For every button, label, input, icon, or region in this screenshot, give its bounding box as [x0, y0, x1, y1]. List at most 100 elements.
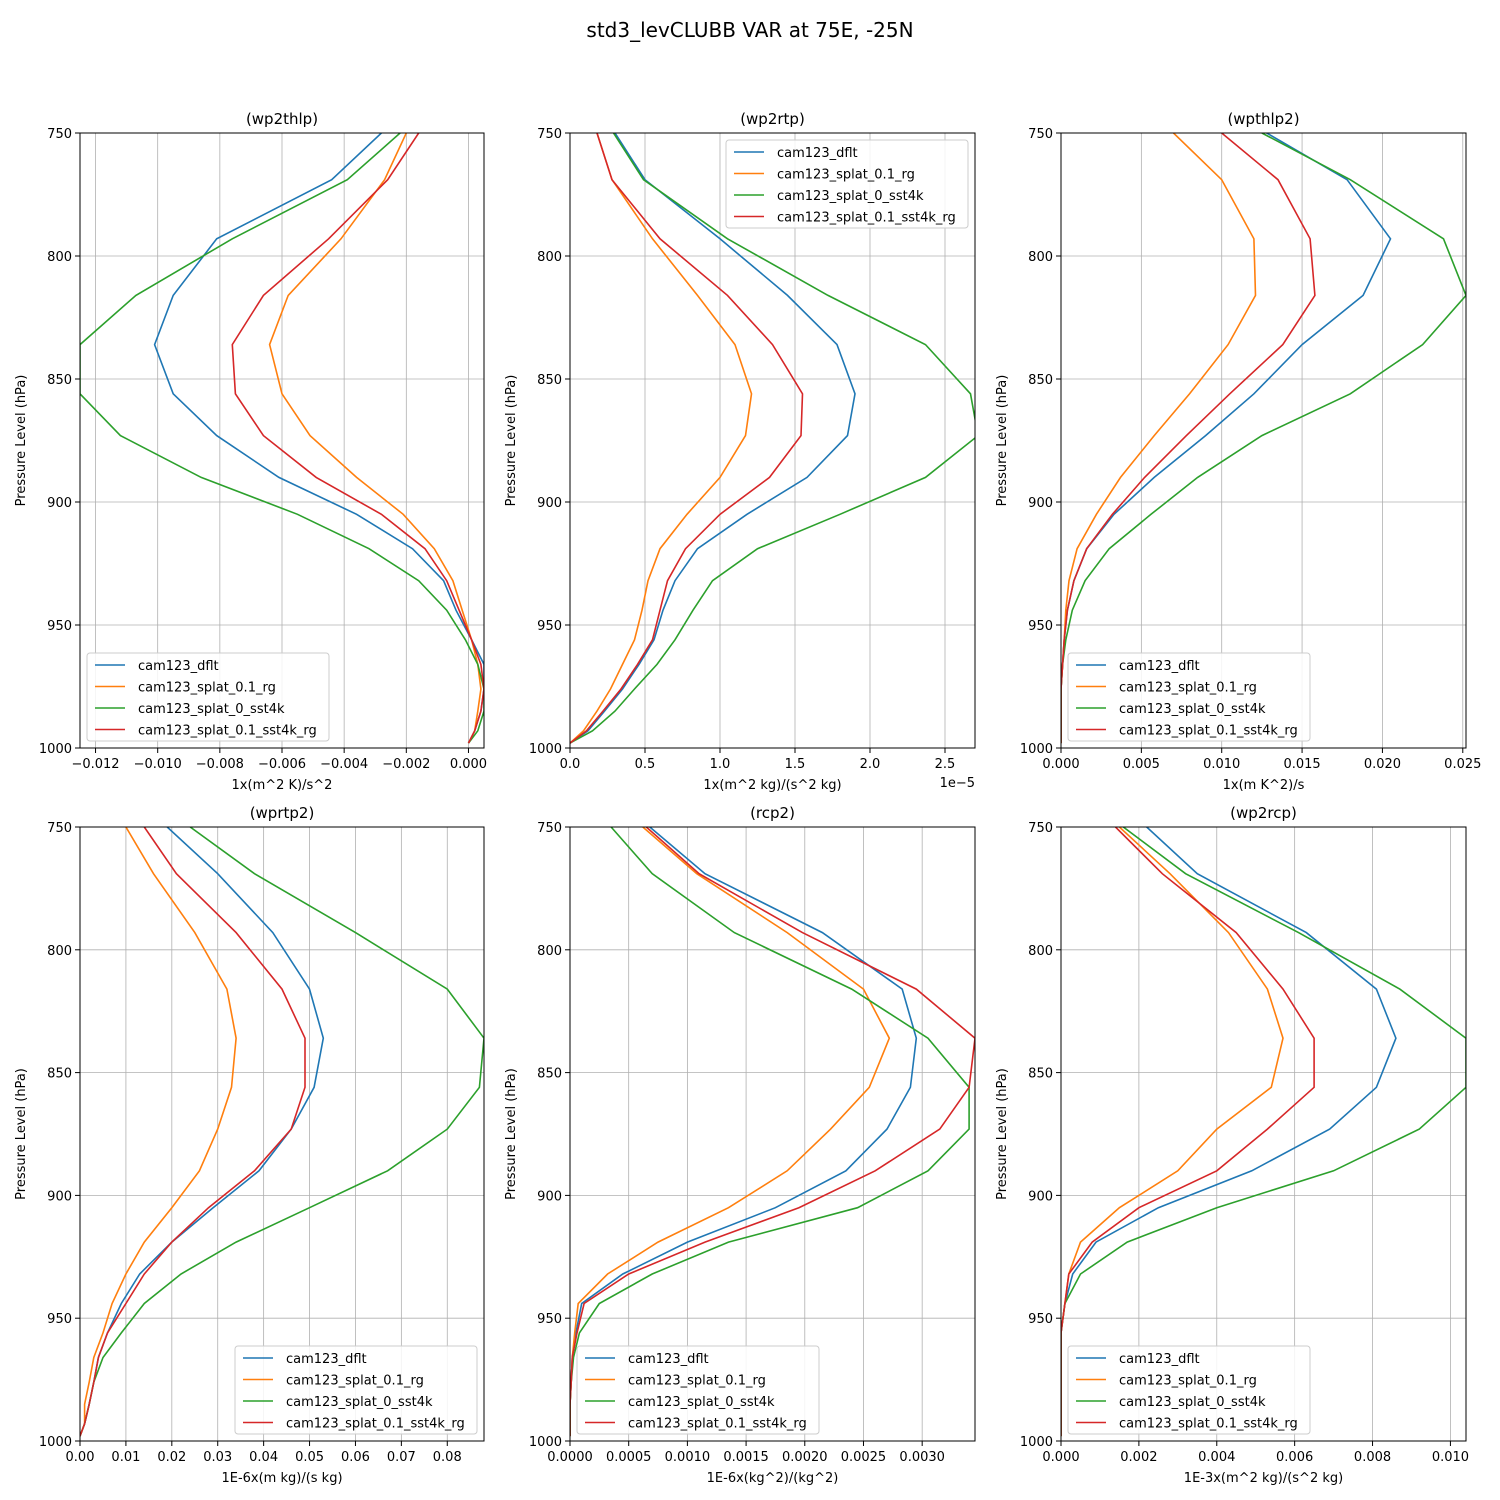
y-tick-label: 800	[1028, 944, 1053, 959]
legend-entry: cam123_dflt	[1119, 659, 1200, 674]
legend-box	[1067, 652, 1311, 742]
axes-frame	[569, 826, 976, 1442]
x-tick-label: 0.0	[560, 757, 581, 772]
y-tick-label: 950	[47, 619, 72, 634]
x-tick-label: −0.012	[71, 757, 119, 772]
legend-entry: cam123_splat_0_sst4k	[628, 1395, 775, 1410]
y-axis-label: Pressure Level (hPa)	[14, 1068, 29, 1200]
y-tick-label: 950	[537, 1312, 562, 1327]
x-tick-label: 1.0	[710, 757, 731, 772]
x-tick-label: 0.07	[387, 1450, 416, 1465]
x-tick-label: 0.015	[1283, 757, 1320, 772]
subplot-3: 0.000 0.005 0.010 0.015 0.020 0.025 750 800 850 9…	[995, 110, 1481, 793]
subplot-title: (wp2rcp)	[1230, 804, 1297, 822]
legend: cam123_dflt cam123_splat_0.1_rg cam123_spl…	[1067, 1345, 1311, 1435]
y-tick-label: 1000	[1020, 1435, 1053, 1450]
legend-entry: cam123_dflt	[628, 1352, 709, 1367]
series-line-3	[1061, 827, 1466, 1437]
x-axis-label: 1E-6x(m kg)/(s kg)	[221, 1471, 342, 1486]
legend-entry: cam123_splat_0.1_rg	[1119, 1374, 1257, 1389]
legend-entry: cam123_splat_0_sst4k	[1119, 702, 1266, 717]
legend-entry: cam123_splat_0.1_sst4k_rg	[1119, 1417, 1298, 1432]
x-tick-label: 0.008	[1354, 1450, 1391, 1465]
axes-frame	[79, 826, 485, 1442]
y-tick-label: 950	[1028, 619, 1053, 634]
y-tick-label: 850	[537, 373, 562, 388]
legend-entry: cam123_splat_0.1_sst4k_rg	[138, 724, 317, 739]
series-line-3	[1061, 133, 1466, 744]
legend-entry: cam123_splat_0.1_rg	[777, 168, 915, 183]
legend-entry: cam123_splat_0_sst4k	[138, 702, 285, 717]
y-tick-label: 750	[47, 127, 72, 142]
series-line-2	[268, 133, 482, 744]
y-tick-label: 900	[47, 496, 72, 511]
x-tick-label: 0.006	[1276, 1450, 1313, 1465]
y-tick-label: 750	[1028, 127, 1053, 142]
legend-entry: cam123_splat_0_sst4k	[777, 189, 924, 204]
y-tick-label: 800	[537, 944, 562, 959]
x-tick-label: 2.0	[860, 757, 881, 772]
legend-entry: cam123_splat_0.1_rg	[628, 1374, 766, 1389]
legend-entry: cam123_dflt	[1119, 1352, 1200, 1367]
x-tick-label: 0.0015	[723, 1450, 769, 1465]
legend-box	[86, 652, 330, 742]
y-tick-label: 900	[47, 1189, 72, 1204]
series-line-2	[1061, 133, 1257, 744]
y-tick-label: 850	[47, 373, 72, 388]
y-tick-label: 1000	[529, 1435, 562, 1450]
series-line-1	[1061, 827, 1397, 1437]
y-tick-label: 750	[537, 127, 562, 142]
subplot-6: 0.000 0.002 0.004 0.006 0.008 0.010 750 800 850 9…	[995, 804, 1469, 1486]
y-tick-label: 750	[537, 821, 562, 836]
x-tick-label: 0.05	[295, 1450, 324, 1465]
legend-entry: cam123_splat_0.1_sst4k_rg	[628, 1417, 807, 1432]
x-tick-label: 0.06	[341, 1450, 370, 1465]
x-tick-label: −0.006	[258, 757, 306, 772]
series-line-2	[80, 827, 237, 1437]
subplot-title: (wprtp2)	[250, 804, 315, 822]
legend-entry: cam123_splat_0.1_rg	[1119, 681, 1257, 696]
y-tick-label: 750	[47, 821, 72, 836]
x-tick-label: 0.000	[1042, 757, 1079, 772]
series-line-3	[80, 133, 484, 744]
x-tick-label: 0.00	[66, 1450, 95, 1465]
legend-entry: cam123_splat_0.1_sst4k_rg	[1119, 724, 1298, 739]
y-axis-label: Pressure Level (hPa)	[14, 375, 29, 507]
x-tick-label: 0.000	[450, 757, 487, 772]
y-axis-label: Pressure Level (hPa)	[995, 1068, 1010, 1200]
x-tick-label: −0.002	[382, 757, 430, 772]
series-line-4	[1061, 827, 1315, 1437]
series-line-1	[570, 133, 856, 744]
subplot-title: (rcp2)	[750, 804, 795, 822]
axes-frame	[1060, 132, 1467, 749]
x-tick-label: 0.0025	[841, 1450, 887, 1465]
x-tick-label: 2.5	[935, 757, 956, 772]
x-tick-label: 0.010	[1432, 1450, 1469, 1465]
x-tick-label: 1.5	[785, 757, 806, 772]
subplot-4: 0.00 0.01 0.02 0.03 0.04 0.05 0.06 0.07 0.08 750 8…	[14, 804, 485, 1486]
y-tick-label: 900	[1028, 1189, 1053, 1204]
x-tick-label: 0.020	[1364, 757, 1401, 772]
legend: cam123_dflt cam123_splat_0.1_rg cam123_spl…	[725, 139, 969, 229]
y-tick-label: 850	[1028, 373, 1053, 388]
y-tick-label: 950	[1028, 1312, 1053, 1327]
y-tick-label: 1000	[39, 1435, 72, 1450]
x-tick-label: 0.004	[1198, 1450, 1235, 1465]
y-tick-label: 750	[1028, 821, 1053, 836]
y-tick-label: 800	[47, 250, 72, 265]
y-tick-label: 1000	[1020, 742, 1053, 757]
x-axis-label: 1E-3x(m^2 kg)/(s^2 kg)	[1184, 1471, 1343, 1486]
axes-frame	[569, 132, 976, 749]
y-tick-label: 900	[537, 1189, 562, 1204]
x-axis-label: 1x(m K^2)/s	[1223, 778, 1305, 793]
series-line-4	[570, 827, 975, 1437]
x-tick-label: 0.000	[1042, 1450, 1079, 1465]
series-line-4	[1061, 133, 1316, 744]
y-tick-label: 800	[537, 250, 562, 265]
y-tick-label: 950	[47, 1312, 72, 1327]
axes-frame	[1060, 826, 1467, 1442]
x-tick-label: −0.004	[320, 757, 368, 772]
axes-frame	[79, 132, 485, 749]
y-axis-label: Pressure Level (hPa)	[995, 375, 1010, 507]
